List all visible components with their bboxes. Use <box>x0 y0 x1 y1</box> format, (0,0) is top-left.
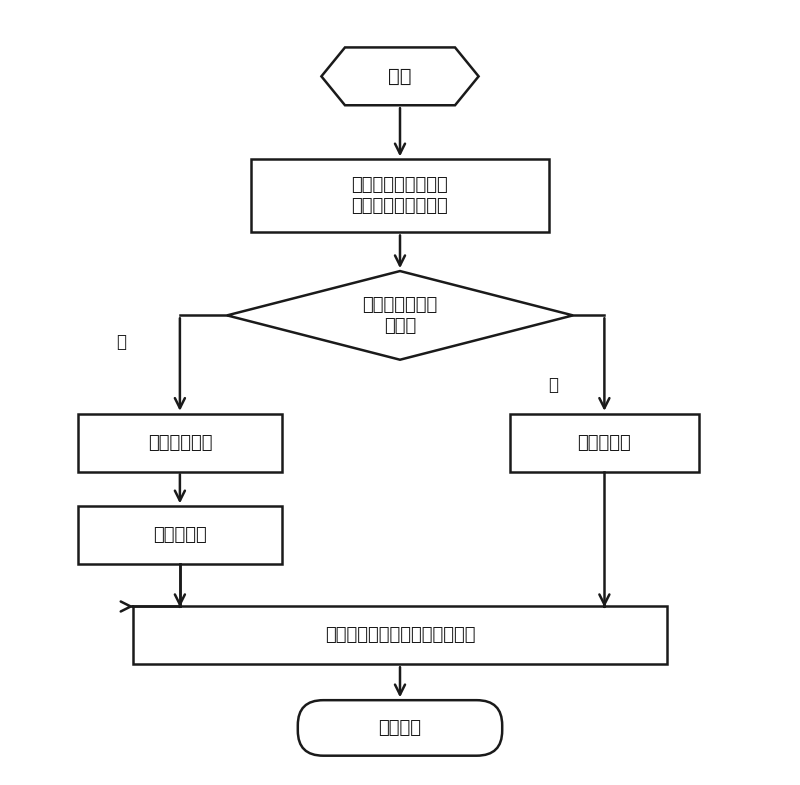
Text: 开始: 开始 <box>388 67 412 86</box>
FancyBboxPatch shape <box>510 414 698 472</box>
FancyBboxPatch shape <box>78 506 282 564</box>
FancyBboxPatch shape <box>133 607 667 664</box>
Text: 计算完毕: 计算完毕 <box>378 719 422 737</box>
Polygon shape <box>322 47 478 105</box>
Text: 输出径向磁轴承各通道参考电流: 输出径向磁轴承各通道参考电流 <box>325 626 475 644</box>
Text: 磁悬浮控制力矩陀螺
转子系统的状态方程: 磁悬浮控制力矩陀螺 转子系统的状态方程 <box>352 177 448 215</box>
FancyBboxPatch shape <box>78 414 282 472</box>
Polygon shape <box>227 271 573 360</box>
Text: 否: 否 <box>116 334 126 352</box>
Text: 计算修正逆: 计算修正逆 <box>153 526 206 544</box>
FancyBboxPatch shape <box>250 159 550 232</box>
Text: 修正状态变量: 修正状态变量 <box>148 433 212 451</box>
FancyBboxPatch shape <box>298 700 502 756</box>
Text: 是: 是 <box>548 376 558 394</box>
Text: 是否工作在可逆
区域？: 是否工作在可逆 区域？ <box>362 296 438 334</box>
Text: 计算解析逆: 计算解析逆 <box>578 433 631 451</box>
